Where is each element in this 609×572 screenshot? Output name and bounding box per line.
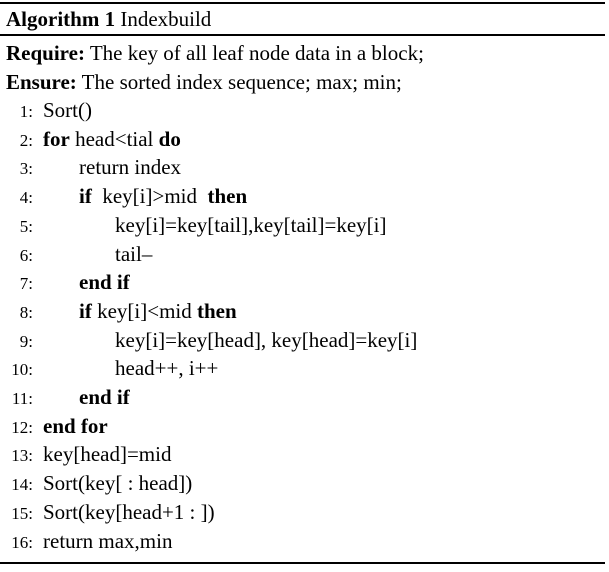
line-code: end if (79, 383, 130, 411)
keyword: if (79, 298, 92, 323)
keyword: end if (79, 385, 130, 409)
code-text: key[head]=mid (43, 442, 172, 467)
algorithm-line: 12: end for (0, 412, 605, 440)
ensure-line: Ensure: The sorted index sequence; max; … (6, 68, 402, 96)
line-code: Sort(key[ : head]) (43, 469, 192, 497)
keyword: then (207, 184, 248, 209)
line-code: tail– (115, 240, 152, 268)
line-code: key[head]=mid (43, 440, 171, 468)
algorithm-line: 7: end if (0, 268, 605, 296)
line-number: 2: (19, 130, 33, 150)
code-text: key[i]=key[tail],key[tail]=key[i] (115, 212, 387, 237)
line-code: for head<tial do (43, 125, 181, 153)
top-rule (0, 2, 605, 4)
algorithm-line: 6: tail– (0, 240, 605, 268)
line-number: 13: (11, 446, 33, 466)
line-number: 3: (19, 159, 33, 179)
algorithm-line: 11: end if (0, 383, 605, 411)
line-number: 8: (19, 302, 33, 322)
line-number: 4: (19, 188, 33, 208)
algorithm-line: 13: key[head]=mid (0, 440, 605, 468)
code-text: return index (79, 155, 182, 180)
bottom-rule (0, 562, 605, 564)
keyword: end if (79, 270, 130, 295)
keyword: if (79, 184, 92, 209)
algorithm-line: 14: Sort(key[ : head]) (0, 469, 605, 497)
line-code: end for (43, 412, 108, 440)
code-text: Sort() (43, 98, 92, 122)
algorithm-label: Algorithm 1 (6, 7, 116, 31)
code-text: key[i]=key[head], key[head]=key[i] (115, 327, 418, 352)
line-number: 10: (11, 360, 33, 380)
algorithm-name: Indexbuild (120, 7, 212, 31)
line-number: 14: (11, 475, 33, 495)
require-keyword: Require: (6, 41, 85, 65)
line-number: 7: (19, 274, 33, 294)
line-number: 11: (11, 389, 33, 408)
code-text: Sort(key[head+1 : ]) (43, 499, 215, 524)
algorithm-line: 16: return max,min (0, 527, 605, 555)
line-number: 5: (19, 216, 33, 236)
algorithm-line: 2: for head<tial do (0, 125, 605, 153)
algorithm-line: 15: Sort(key[head+1 : ]) (0, 498, 605, 526)
line-code: end if (79, 268, 130, 296)
algorithm-title: Algorithm 1 Indexbuild (6, 5, 211, 33)
line-code: return index (79, 153, 181, 181)
algorithm-line: 10: head++, i++ (0, 354, 605, 382)
algorithm-line: 5: key[i]=key[tail],key[tail]=key[i] (0, 211, 605, 239)
code-text: return max,min (43, 528, 173, 553)
keyword: do (158, 126, 181, 151)
line-code: Sort() (43, 96, 92, 124)
line-code: key[i]=key[tail],key[tail]=key[i] (115, 211, 386, 239)
keyword: then (196, 298, 237, 323)
line-code: head++, i++ (115, 354, 218, 382)
code-text: head<tial (69, 126, 159, 151)
algorithm-line: 8: if key[i]<mid then (0, 297, 605, 325)
title-rule (0, 34, 605, 36)
line-code: if key[i]>mid then (79, 182, 247, 210)
line-number: 9: (19, 331, 33, 351)
ensure-text: The sorted index sequence; max; min; (81, 70, 402, 94)
line-number: 12: (11, 417, 33, 437)
algorithm-line: 1: Sort() (0, 96, 605, 124)
code-text: Sort(key[ : head]) (43, 471, 193, 496)
line-code: if key[i]<mid then (79, 297, 237, 325)
line-number: 16: (11, 532, 33, 552)
algorithm-line: 4: if key[i]>mid then (0, 182, 605, 210)
line-code: Sort(key[head+1 : ]) (43, 498, 215, 526)
keyword: end for (43, 413, 108, 438)
code-text: key[i]<mid (91, 298, 197, 323)
line-code: return max,min (43, 527, 172, 555)
ensure-keyword: Ensure: (6, 70, 77, 94)
algorithm-line: 9: key[i]=key[head], key[head]=key[i] (0, 326, 605, 354)
code-text: head++, i++ (115, 356, 219, 381)
line-number: 6: (19, 245, 33, 265)
code-text: key[i]>mid (91, 184, 208, 209)
line-number: 15: (11, 503, 33, 523)
require-line: Require: The key of all leaf node data i… (6, 39, 424, 67)
line-code: key[i]=key[head], key[head]=key[i] (115, 326, 417, 354)
algorithm-line: 3: return index (0, 153, 605, 181)
line-number: 1: (19, 102, 33, 121)
keyword: for (43, 126, 70, 151)
require-text: The key of all leaf node data in a block… (89, 41, 424, 65)
code-text: tail– (115, 241, 153, 266)
